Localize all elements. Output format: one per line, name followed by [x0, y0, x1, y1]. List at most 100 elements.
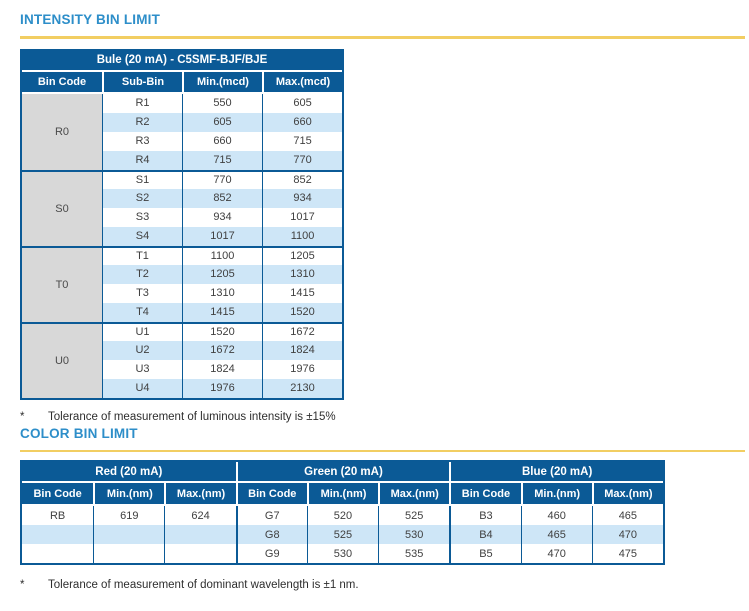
table-row: S4 1017 1100	[22, 226, 343, 246]
min-cell: 605	[182, 112, 262, 132]
intensity-table-title: Bule (20 mA) - C5SMF-BJF/BJE	[22, 50, 343, 72]
intensity-bin-table: Bule (20 mA) - C5SMF-BJF/BJE Bin Code Sub…	[20, 48, 345, 400]
min-cell: 1205	[182, 264, 262, 284]
color-footnote: * Tolerance of measurement of dominant w…	[20, 579, 729, 591]
bin-code-cell: B4	[449, 525, 521, 544]
min-cell: 715	[182, 150, 262, 170]
group-header-red: Red (20 mA)	[22, 462, 236, 483]
max-cell: 605	[262, 93, 343, 113]
bin-code-header: Bin Code	[22, 71, 102, 94]
sub-bin-cell: R2	[102, 112, 182, 132]
min-cell: 1672	[182, 340, 262, 360]
max-header: Max.(nm)	[164, 483, 236, 506]
table-row: T2 1205 1310	[22, 264, 343, 284]
max-cell	[164, 544, 236, 563]
min-cell: 1310	[182, 283, 262, 303]
min-cell: 770	[182, 169, 262, 189]
max-cell: 465	[591, 506, 663, 525]
max-header: Max.(mcd)	[262, 71, 343, 94]
min-cell: 660	[182, 131, 262, 151]
max-cell: 770	[262, 150, 343, 170]
max-cell: 1310	[262, 264, 343, 284]
table-row: U3 1824 1976	[22, 359, 343, 379]
sub-bin-cell: R1	[102, 93, 182, 113]
min-cell: 470	[520, 544, 592, 563]
bin-code-cell: G9	[235, 544, 307, 563]
min-cell	[93, 525, 165, 544]
intensity-section-title: INTENSITY BIN LIMIT	[20, 12, 161, 27]
max-cell: 475	[591, 544, 663, 563]
bin-code-cell	[22, 544, 94, 563]
bin-code-cell: U0	[22, 321, 102, 398]
max-cell: 525	[378, 506, 450, 525]
max-cell: 1415	[262, 283, 343, 303]
max-cell: 852	[262, 169, 343, 189]
group-header-blue: Blue (20 mA)	[449, 462, 663, 483]
bin-code-cell: R0	[22, 93, 102, 170]
max-cell: 1100	[262, 226, 343, 246]
min-cell: 1976	[182, 378, 262, 398]
min-header: Min.(mcd)	[182, 71, 262, 94]
min-cell: 530	[306, 544, 379, 563]
color-column-header-row: Bin Code Min.(nm) Max.(nm) Bin Code Min.(nm)…	[22, 483, 663, 506]
min-cell: 525	[306, 525, 379, 544]
max-cell: 934	[262, 188, 343, 208]
bin-code-cell: B3	[449, 506, 521, 525]
bin-code-cell	[22, 525, 94, 544]
table-row: U0 U1 1520 1672	[22, 321, 343, 398]
table-row: RB 619 624 G7 520 525 B3 460 465	[22, 506, 663, 525]
table-row: R4 715 770	[22, 150, 343, 170]
datasheet-page: INTENSITY BIN LIMIT Bule (20 mA) - C5SMF…	[20, 12, 745, 591]
max-cell: 715	[262, 131, 343, 151]
max-header: Max.(nm)	[591, 483, 663, 506]
table-row: S3 934 1017	[22, 207, 343, 227]
min-cell: 1824	[182, 359, 262, 379]
min-cell: 1017	[182, 226, 262, 246]
bin-code-cell: B5	[449, 544, 521, 563]
table-row: T0 T1 1100 1205	[22, 245, 343, 322]
footnote-text: Tolerance of measurement of dominant wav…	[48, 579, 359, 591]
max-cell: 660	[262, 112, 343, 132]
max-header: Max.(nm)	[378, 483, 450, 506]
sub-bin-cell: S1	[102, 169, 182, 189]
footnote-marker: *	[20, 410, 25, 423]
bin-code-header: Bin Code	[449, 483, 521, 506]
table-row: U4 1976 2130	[22, 378, 343, 398]
table-row: U2 1672 1824	[22, 340, 343, 360]
max-cell: 1205	[262, 245, 343, 265]
bin-code-cell: T0	[22, 245, 102, 322]
table-row: R0 R1 550 605	[22, 93, 343, 170]
bin-code-header: Bin Code	[235, 483, 307, 506]
sub-bin-cell: R4	[102, 150, 182, 170]
max-cell	[164, 525, 236, 544]
table-row: G8 525 530 B4 465 470	[22, 525, 663, 544]
min-header: Min.(nm)	[520, 483, 592, 506]
group-header-green: Green (20 mA)	[235, 462, 450, 483]
bin-code-cell: RB	[22, 506, 94, 525]
sub-bin-cell: T4	[102, 302, 182, 322]
max-cell: 535	[378, 544, 450, 563]
sub-bin-cell: U2	[102, 340, 182, 360]
color-bin-table: Red (20 mA) Green (20 mA) Blue (20 mA) Bin…	[20, 460, 665, 565]
footnote-text: Tolerance of measurement of luminous int…	[48, 410, 336, 423]
max-cell: 1017	[262, 207, 343, 227]
min-cell: 460	[520, 506, 592, 525]
table-row: R3 660 715	[22, 131, 343, 151]
sub-bin-cell: S4	[102, 226, 182, 246]
footnote-marker: *	[20, 579, 25, 591]
min-cell: 550	[182, 93, 262, 113]
min-cell: 520	[306, 506, 379, 525]
bin-code-header: Bin Code	[22, 483, 94, 506]
min-cell	[93, 544, 165, 563]
min-cell: 619	[93, 506, 165, 525]
table-row: G9 530 535 B5 470 475	[22, 544, 663, 563]
max-cell: 2130	[262, 378, 343, 398]
min-cell: 1100	[182, 245, 262, 265]
min-cell: 465	[520, 525, 592, 544]
sub-bin-cell: U1	[102, 321, 182, 341]
min-cell: 852	[182, 188, 262, 208]
color-group-header-row: Red (20 mA) Green (20 mA) Blue (20 mA)	[22, 462, 663, 483]
sub-bin-cell: T1	[102, 245, 182, 265]
bin-code-cell: G8	[235, 525, 307, 544]
min-cell: 1415	[182, 302, 262, 322]
